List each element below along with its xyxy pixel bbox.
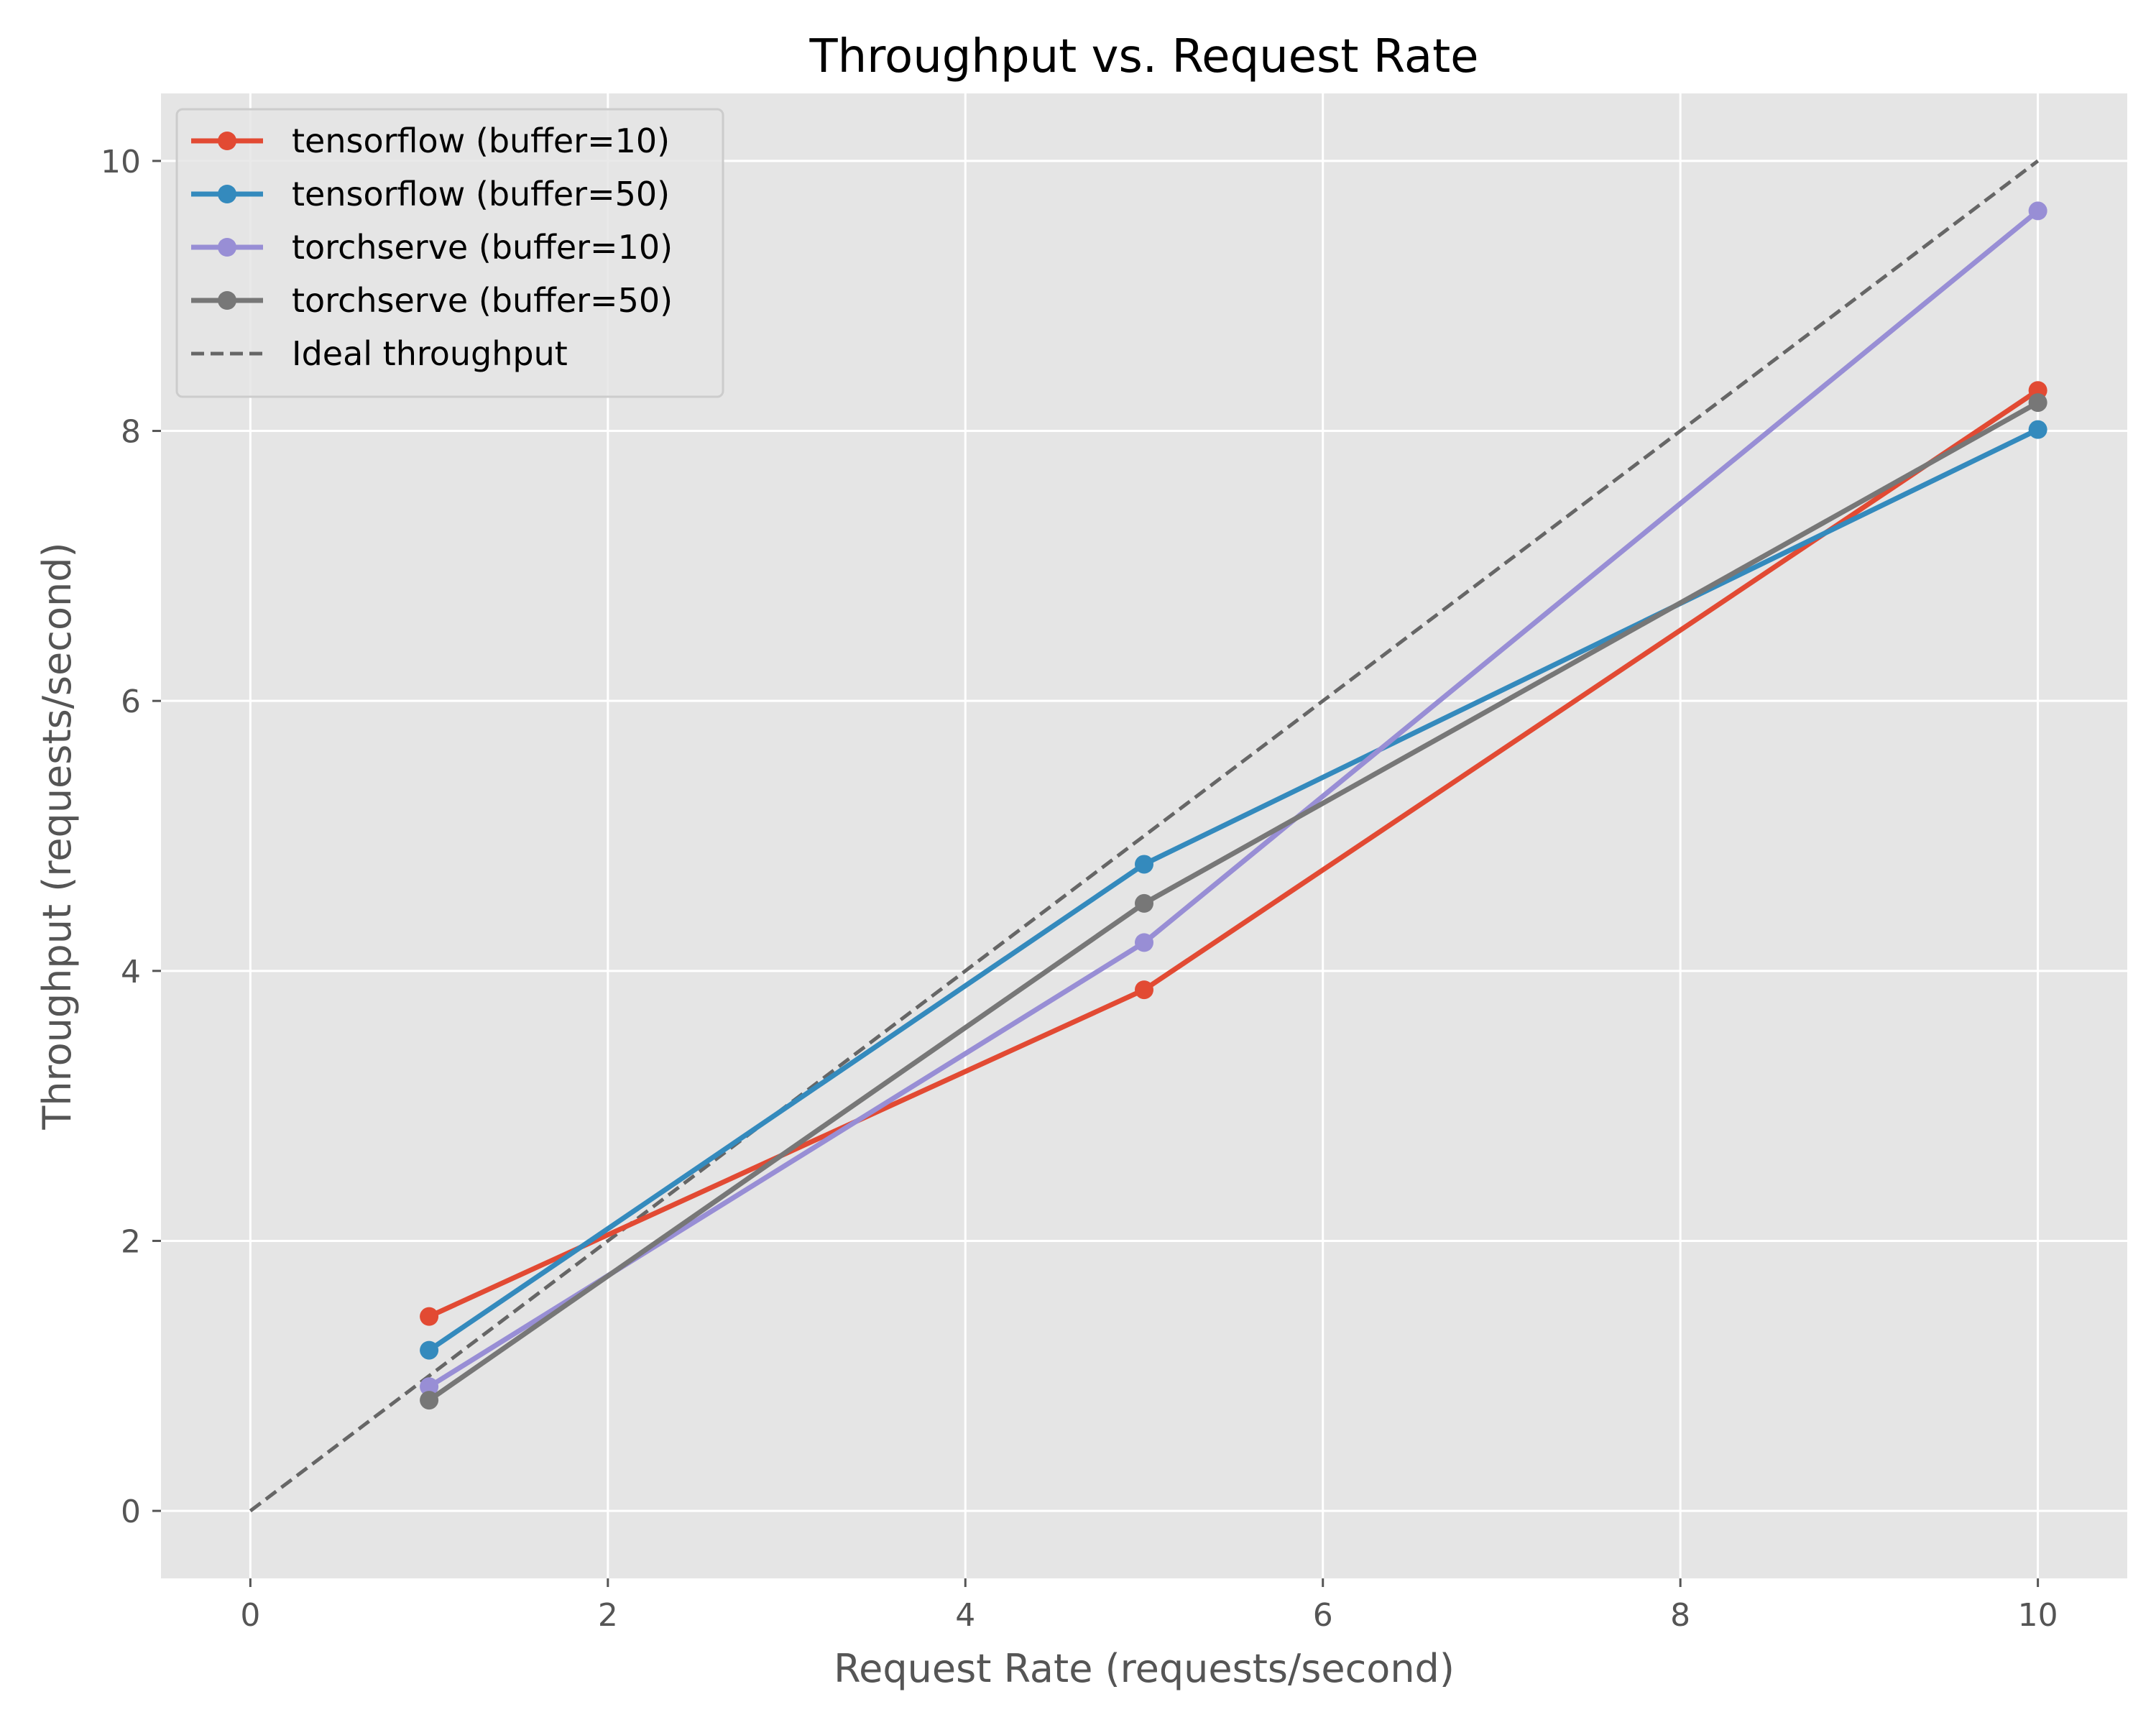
tick-labels: 0 2 4 6 8 10 0 2 4 6 8 10 [101,144,2058,1634]
x-tick-label: 2 [598,1597,618,1634]
data-point-tensorflow-buffer-10 [1135,980,1153,1000]
data-point-tensorflow-buffer-50 [2028,420,2047,439]
x-axis-label: Request Rate (requests/second) [834,1646,1455,1691]
legend: tensorflow (buffer=10) tensorflow (buffer… [175,108,724,398]
data-point-torchserve-buffer-10 [2028,201,2047,221]
data-point-torchserve-buffer-50 [2028,393,2047,413]
ideal-throughput-line [249,159,2040,1513]
legend-marker-swatch [218,291,236,310]
x-tick-label: 8 [1670,1597,1690,1634]
legend-marker-swatch [218,185,236,203]
legend-label: tensorflow (buffer=10) [292,121,670,160]
data-point-tensorflow-buffer-50 [1135,855,1153,874]
x-tick-label: 10 [2018,1597,2058,1634]
legend-frame [175,108,724,398]
y-tick-label: 0 [121,1494,141,1530]
data-point-torchserve-buffer-50 [1135,893,1153,913]
data-point-tensorflow-buffer-50 [420,1340,439,1360]
chart-title: Throughput vs. Request Rate [808,30,1478,83]
y-tick-label: 4 [121,954,141,990]
legend-label: tensorflow (buffer=50) [292,175,670,213]
legend-marker-swatch [218,132,236,150]
legend-label: Ideal throughput [292,334,568,373]
x-tick-label: 4 [955,1597,975,1634]
data-point-torchserve-buffer-10 [1135,933,1153,952]
data-point-torchserve-buffer-50 [420,1391,439,1410]
legend-label: torchserve (buffer=10) [292,228,673,267]
y-tick-label: 2 [121,1223,141,1260]
y-tick-label: 6 [121,684,141,720]
y-axis-label: Throughput (requests/second) [34,542,80,1130]
x-tick-label: 6 [1313,1597,1333,1634]
legend-label: torchserve (buffer=50) [292,281,673,320]
series-lines [249,159,2047,1513]
y-tick-label: 10 [101,144,141,180]
x-tick-label: 0 [240,1597,260,1634]
y-tick-label: 8 [121,414,141,451]
data-point-tensorflow-buffer-10 [420,1307,439,1326]
legend-marker-swatch [218,238,236,257]
data-point-torchserve-buffer-10 [420,1377,439,1397]
grid-lines [161,93,2127,1578]
